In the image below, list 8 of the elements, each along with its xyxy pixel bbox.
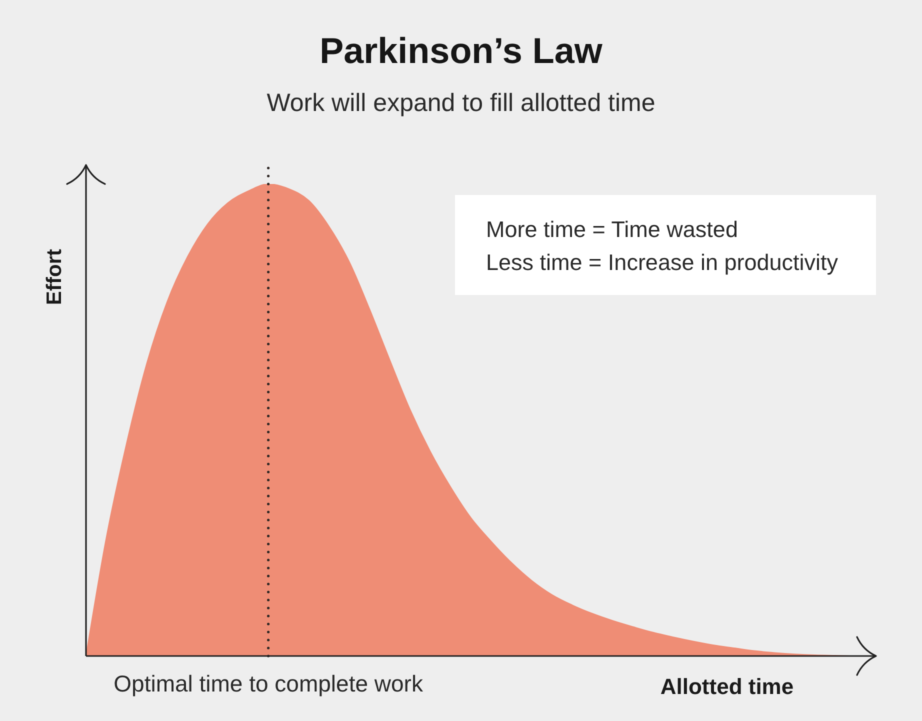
annotation: More time = Time wasted [486,217,738,242]
chart-title: Parkinson’s Law [320,30,602,71]
note-card: More time = Time wasted Less time = Increase in productivity [455,195,876,295]
chart-subtitle: Work will expand to fill allotted time [266,89,656,117]
annotation: Less time = Increase in productivity [486,250,838,275]
y-axis-title: Effort [43,249,66,305]
text: Optimal time to complete work [114,670,424,696]
x-axis-title: Allotted time [660,674,794,699]
